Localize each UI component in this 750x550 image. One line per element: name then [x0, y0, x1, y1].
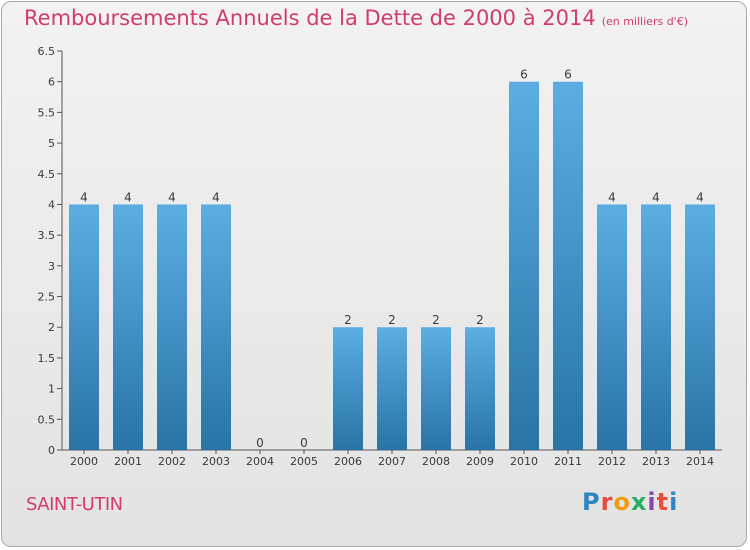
y-tick-label: 4 — [48, 198, 55, 211]
bar-value-label: 2 — [432, 313, 440, 327]
x-tick-label: 2003 — [202, 455, 230, 468]
y-tick-label: 3 — [48, 260, 55, 273]
x-tick-label: 2011 — [554, 455, 582, 468]
bar — [421, 327, 451, 450]
logo-letter: i — [647, 488, 657, 516]
bar-value-label: 6 — [520, 68, 528, 82]
bar — [465, 327, 495, 450]
bar — [113, 204, 143, 450]
x-tick-label: 2005 — [290, 455, 318, 468]
x-tick-label: 2010 — [510, 455, 538, 468]
logo-letter: o — [613, 488, 631, 516]
bar — [157, 204, 187, 450]
logo-letter: P — [582, 488, 601, 516]
bar-value-label: 0 — [256, 436, 264, 450]
x-tick-label: 2006 — [334, 455, 362, 468]
x-tick-label: 2007 — [378, 455, 406, 468]
bar-value-label: 2 — [344, 313, 352, 327]
y-tick-label: 1 — [48, 383, 55, 396]
chart-title: Remboursements Annuels de la Dette de 20… — [24, 6, 688, 30]
x-tick-label: 2002 — [158, 455, 186, 468]
x-tick-label: 2004 — [246, 455, 274, 468]
y-tick-label: 3.5 — [38, 229, 56, 242]
x-tick-label: 2000 — [70, 455, 98, 468]
y-tick-label: 4.5 — [38, 168, 56, 181]
y-tick-label: 5.5 — [38, 106, 56, 119]
bar — [685, 204, 715, 450]
bar-value-label: 4 — [652, 190, 660, 204]
y-tick-label: 0 — [48, 444, 55, 457]
bar-value-label: 4 — [696, 190, 704, 204]
x-tick-label: 2001 — [114, 455, 142, 468]
y-tick-label: 2 — [48, 321, 55, 334]
bar-value-label: 2 — [476, 313, 484, 327]
bar-value-label: 4 — [212, 190, 220, 204]
x-tick-label: 2012 — [598, 455, 626, 468]
bar — [597, 204, 627, 450]
bar-value-label: 4 — [168, 190, 176, 204]
place-name: SAINT-UTIN — [26, 494, 123, 515]
proxiti-logo[interactable]: Proxiti — [582, 488, 678, 516]
x-tick-label: 2013 — [642, 455, 670, 468]
y-tick-label: 6 — [48, 76, 55, 89]
y-tick-label: 6.5 — [38, 45, 56, 58]
logo-letter: x — [630, 488, 648, 516]
bar — [641, 204, 671, 450]
chart-title-text: Remboursements Annuels de la Dette de 20… — [24, 6, 596, 30]
y-tick-label: 1.5 — [38, 352, 56, 365]
x-tick-label: 2009 — [466, 455, 494, 468]
bar-value-label: 0 — [300, 436, 308, 450]
y-tick-label: 0.5 — [38, 413, 56, 426]
bar — [333, 327, 363, 450]
bar-value-label: 6 — [564, 68, 572, 82]
logo-letter: t — [656, 488, 670, 516]
bar — [509, 81, 539, 450]
bar — [553, 81, 583, 450]
y-tick-label: 2.5 — [38, 291, 56, 304]
logo-letter: i — [669, 488, 679, 516]
y-tick-label: 5 — [48, 137, 55, 150]
bar — [201, 204, 231, 450]
bar-value-label: 4 — [608, 190, 616, 204]
logo-letter: r — [600, 488, 614, 516]
bar-value-label: 4 — [124, 190, 132, 204]
bar-value-label: 2 — [388, 313, 396, 327]
chart-unit: (en milliers d'€) — [601, 15, 688, 28]
x-tick-label: 2014 — [686, 455, 714, 468]
bar — [69, 204, 99, 450]
x-tick-label: 2008 — [422, 455, 450, 468]
bar-value-label: 4 — [80, 190, 88, 204]
bar — [377, 327, 407, 450]
